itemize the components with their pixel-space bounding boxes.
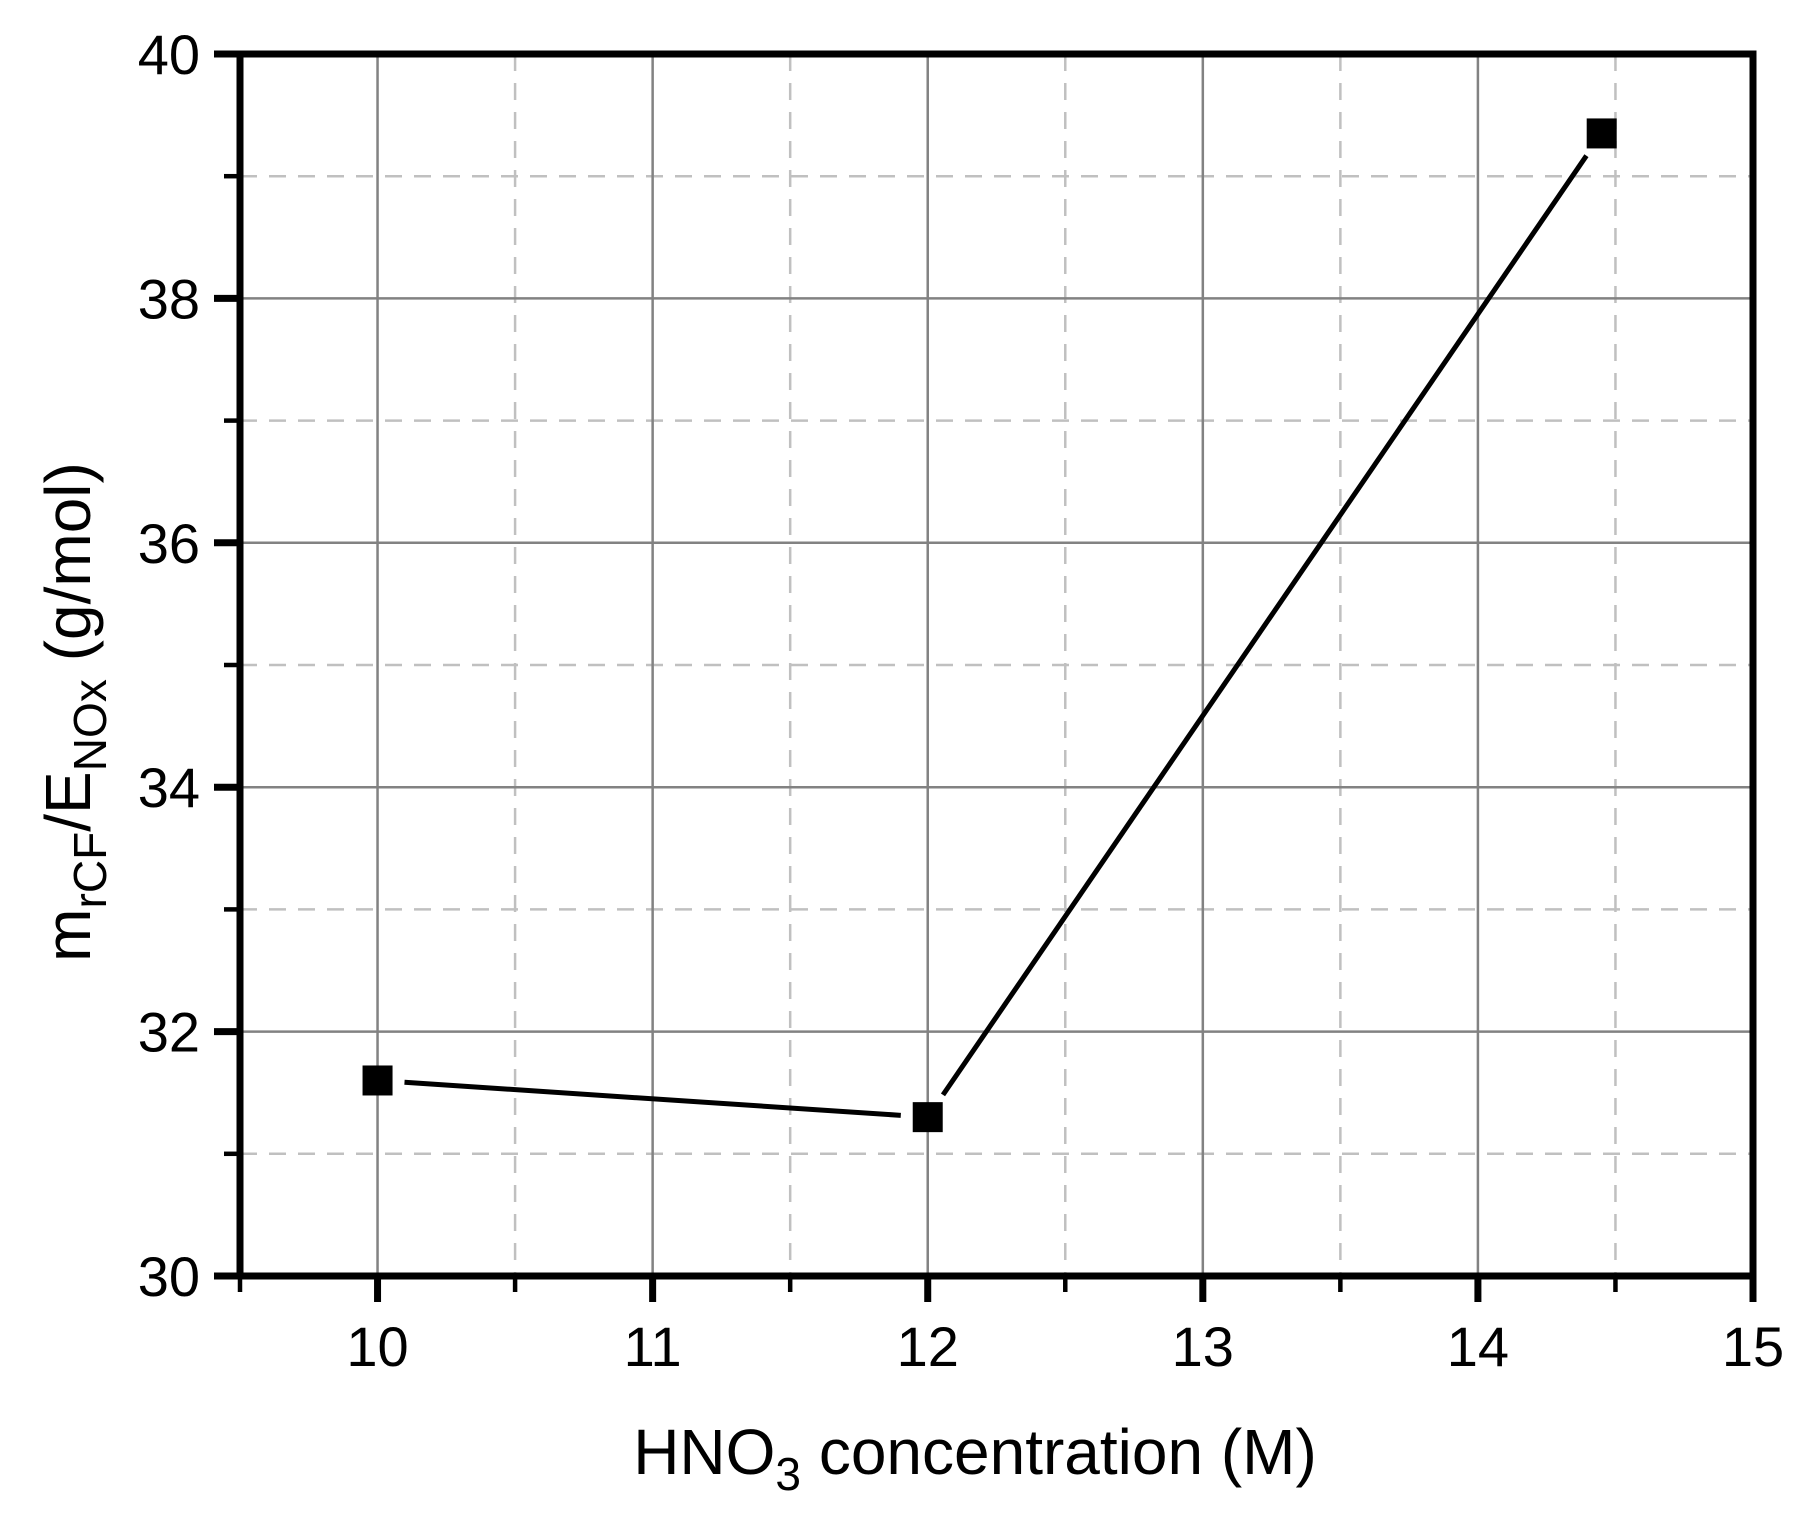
y-tick-label: 34 bbox=[138, 756, 200, 819]
x-axis-label-formula: HNO bbox=[633, 1415, 776, 1488]
x-tick-label: 10 bbox=[346, 1315, 408, 1378]
x-tick-label: 13 bbox=[1172, 1315, 1234, 1378]
x-tick-labels: 10 11 12 13 14 15 bbox=[346, 1315, 1784, 1378]
y-axis-label-e-subscript: NOx bbox=[64, 679, 117, 772]
axis-ticks bbox=[214, 50, 1757, 1302]
y-tick-label: 36 bbox=[138, 512, 200, 575]
x-axis-label: HNO3 concentration (M) bbox=[633, 1415, 1317, 1501]
data-point-marker bbox=[1586, 118, 1617, 149]
data-point-marker bbox=[362, 1065, 393, 1096]
x-tick-label: 15 bbox=[1722, 1315, 1784, 1378]
data-line-segment bbox=[940, 154, 1589, 1097]
y-tick-label: 40 bbox=[138, 23, 200, 86]
data-line-segment bbox=[404, 1079, 901, 1118]
data-point-marker bbox=[912, 1102, 943, 1133]
y-axis-label: mrCF/ENOx (g/mol) bbox=[31, 462, 117, 962]
y-axis-label-m: m bbox=[31, 908, 104, 962]
y-tick-labels: 30 32 34 36 38 40 bbox=[138, 23, 200, 1308]
x-tick-label: 12 bbox=[897, 1315, 959, 1378]
y-axis-label-e: /E bbox=[31, 771, 104, 832]
y-tick-label: 38 bbox=[138, 267, 200, 330]
y-axis-label-units: (g/mol) bbox=[31, 462, 104, 680]
y-tick-label: 30 bbox=[138, 1245, 200, 1308]
y-axis-label-m-subscript: rCF bbox=[64, 831, 117, 909]
major-gridlines bbox=[240, 54, 1753, 1276]
x-tick-label: 14 bbox=[1447, 1315, 1509, 1378]
x-axis-label-text: concentration (M) bbox=[801, 1415, 1317, 1488]
minor-gridlines bbox=[240, 54, 1753, 1276]
x-axis-label-subscript: 3 bbox=[775, 1448, 802, 1501]
x-tick-label: 11 bbox=[624, 1315, 682, 1378]
y-tick-label: 32 bbox=[138, 1001, 200, 1064]
data-series bbox=[362, 118, 1617, 1133]
